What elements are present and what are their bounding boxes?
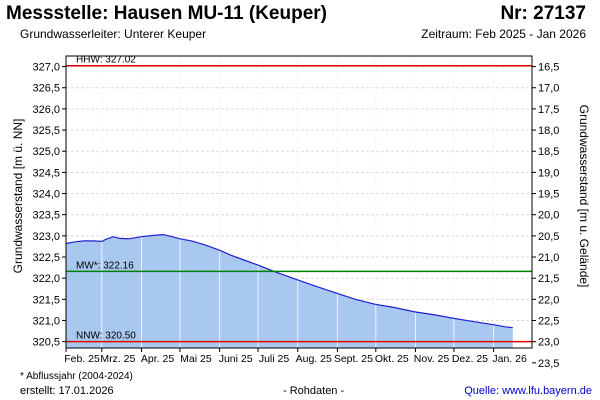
x-tick-label: Sept. 25	[334, 353, 373, 365]
reference-line-label: MW*: 322.16	[76, 260, 134, 271]
y2-tick-label: 23,5	[538, 358, 559, 370]
y2-tick-label: 17,5	[538, 104, 559, 116]
y2-tick-label: 17,0	[538, 83, 559, 95]
x-tick-label: Okt. 25	[375, 353, 409, 365]
reference-line-label: NNW: 320.50	[76, 331, 136, 342]
x-tick-label: Apr. 25	[141, 353, 174, 365]
x-tick-label: Juli 25	[259, 353, 290, 365]
reference-line-label: HHW: 327.02	[76, 55, 136, 66]
x-tick-label: Feb. 25	[64, 353, 100, 365]
y-tick-label: 325,0	[32, 146, 60, 158]
axes: 320,5 321,0 321,5 322,0 322,5 323,0 323,5 324,0…	[32, 55, 559, 370]
y2-tick-label: 23,0	[538, 337, 559, 349]
y-tick-label: 323,5	[32, 210, 60, 222]
page-title: Messstelle: Hausen MU-11 (Keuper)	[6, 3, 327, 24]
y-tick-label: 326,5	[32, 83, 60, 95]
y-axis-label: Grundwasserstand [m ü. NN]	[11, 119, 25, 274]
y2-tick-label: 19,0	[538, 167, 559, 179]
source-link[interactable]: Quelle: www.lfu.bayern.de	[464, 385, 592, 397]
y-tick-label: 322,0	[32, 273, 60, 285]
y2-tick-label: 19,5	[538, 189, 559, 201]
y2-tick-label: 20,5	[538, 231, 559, 243]
y-tick-label: 321,0	[32, 315, 60, 327]
y2-tick-label: 16,5	[538, 62, 559, 74]
series-area	[66, 234, 513, 348]
y2-axis-label: Grundwasserstand [m u. Gelände]	[577, 105, 591, 288]
y-tick-label: 326,0	[32, 104, 60, 116]
reference-lines: HHW: 327.02 MW*: 322.16 NNW: 320.50	[66, 55, 532, 343]
y2-tick-label: 21,5	[538, 273, 559, 285]
y-tick-label: 324,5	[32, 167, 60, 179]
period-label: Zeitraum: Feb 2025 - Jan 2026	[421, 27, 586, 41]
y2-tick-label: 22,0	[538, 294, 559, 306]
y-tick-label: 320,5	[32, 337, 60, 349]
y-tick-label: 325,5	[32, 125, 60, 137]
x-tick-label: Mrz. 25	[100, 353, 135, 365]
x-tick-label: Juni 25	[219, 353, 253, 365]
aquifer-label: Grundwasserleiter: Unterer Keuper	[20, 27, 207, 41]
y2-tick-label: 21,0	[538, 252, 559, 264]
y2-tick-label: 18,0	[538, 125, 559, 137]
x-tick-label: Jan. 26	[492, 353, 527, 365]
x-tick-label: Dez. 25	[452, 353, 488, 365]
y-tick-label: 327,0	[32, 62, 60, 74]
y-tick-label: 321,5	[32, 294, 60, 306]
plot-frame	[65, 55, 533, 349]
series-line	[65, 233, 513, 329]
y-tick-label: 324,0	[32, 189, 60, 201]
station-number: Nr: 27137	[500, 3, 586, 24]
y2-tick-label: 18,5	[538, 146, 559, 158]
y-tick-label: 322,5	[32, 252, 60, 264]
data-type-label: - Rohdaten -	[283, 385, 345, 397]
y-tick-label: 323,0	[32, 231, 60, 243]
x-tick-label: Aug. 25	[296, 353, 332, 365]
x-tick-label: Nov. 25	[414, 353, 450, 365]
x-tick-label: Mai 25	[180, 353, 212, 365]
y2-tick-label: 22,5	[538, 315, 559, 327]
created-date: erstellt: 17.01.2026	[20, 385, 114, 397]
footnote: * Abflussjahr (2004-2024)	[20, 371, 133, 382]
y2-tick-label: 20,0	[538, 210, 559, 222]
